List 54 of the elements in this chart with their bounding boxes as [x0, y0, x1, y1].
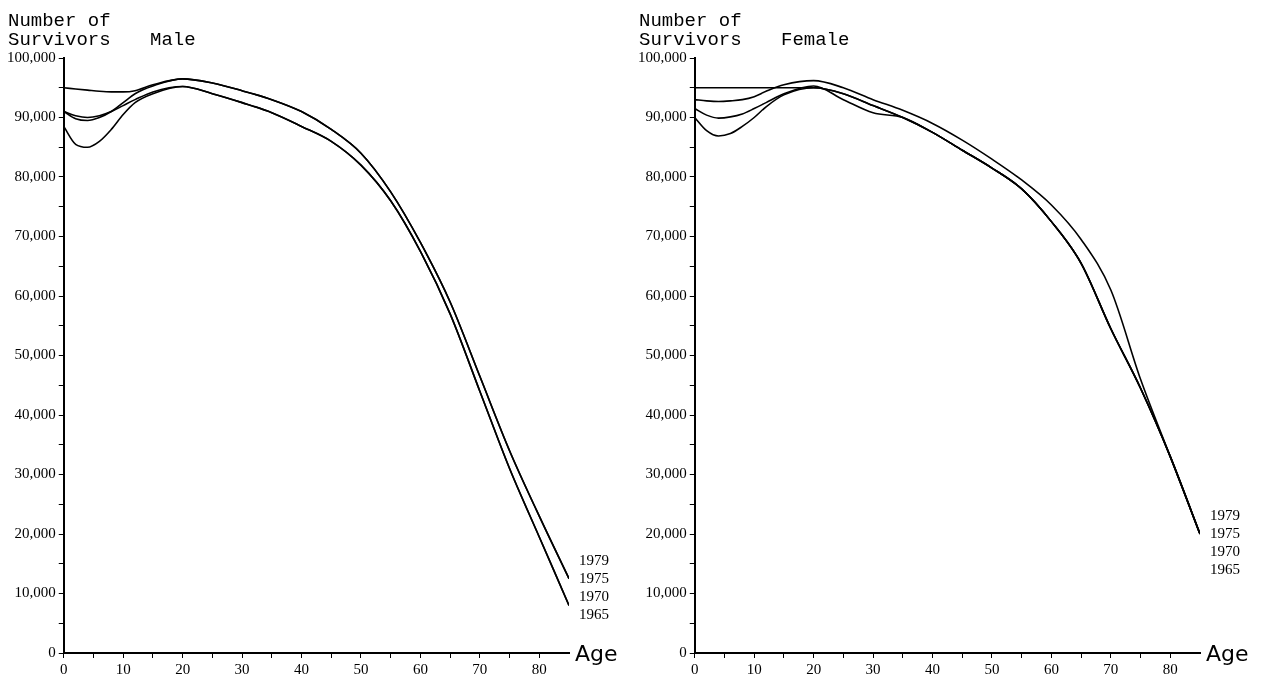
y-tick-label: 20,000	[645, 524, 687, 541]
x-tick-label: 0	[60, 660, 68, 677]
x-tick-label: 20	[175, 660, 191, 677]
x-tick-label: 50	[353, 660, 369, 677]
y-tick-label: 20,000	[14, 524, 56, 541]
x-tick-label: 10	[746, 660, 762, 677]
y-tick-label: 90,000	[645, 108, 687, 125]
y-tick-label: 90,000	[14, 108, 56, 125]
x-tick-label: 60	[1043, 660, 1059, 677]
x-axis-title: Age	[575, 641, 618, 666]
x-tick-label: 40	[294, 660, 310, 677]
x-tick-label: 40	[925, 660, 941, 677]
x-tick-label: 0	[691, 660, 699, 677]
series-label: 1975	[579, 569, 609, 586]
x-axis-title: Age	[1206, 641, 1249, 666]
series-label: 1970	[579, 587, 609, 604]
x-tick-label: 80	[531, 660, 547, 677]
series-label: 1970	[1210, 543, 1240, 559]
series-label: 1979	[1210, 507, 1240, 523]
y-tick-label: 80,000	[645, 167, 687, 184]
y-tick-label: 60,000	[14, 286, 56, 303]
series-label: 1965	[1210, 561, 1240, 577]
x-tick-label: 60	[412, 660, 428, 677]
chart-title: Male	[150, 29, 196, 51]
y-tick-label: 100,000	[7, 48, 56, 65]
y-tick-label: 40,000	[645, 405, 687, 422]
chart-title: Female	[781, 29, 850, 51]
x-tick-label: 20	[806, 660, 822, 677]
y-tick-label: 70,000	[645, 227, 687, 244]
y-tick-label: 0	[679, 643, 687, 660]
series-label: 1975	[1210, 525, 1240, 541]
y-tick-label: 30,000	[645, 465, 687, 482]
y-tick-label: 0	[48, 643, 56, 660]
x-tick-label: 70	[472, 660, 488, 677]
y-tick-label: 10,000	[645, 584, 687, 601]
y-tick-label: 100,000	[638, 48, 687, 65]
y-tick-label: 80,000	[14, 167, 56, 184]
series-label: 1965	[579, 605, 609, 622]
y-tick-label: 50,000	[645, 346, 687, 363]
x-tick-label: 50	[984, 660, 1000, 677]
y-axis-title: Number of Survivors	[639, 10, 742, 51]
y-tick-label: 30,000	[14, 465, 56, 482]
x-tick-label: 10	[115, 660, 131, 677]
y-tick-label: 70,000	[14, 227, 56, 244]
x-tick-label: 30	[865, 660, 881, 677]
y-tick-label: 60,000	[645, 286, 687, 303]
y-axis-title: Number of Survivors	[8, 10, 111, 51]
y-tick-label: 50,000	[14, 346, 56, 363]
series-label: 1979	[579, 551, 609, 568]
x-tick-label: 80	[1162, 660, 1178, 677]
x-tick-label: 30	[234, 660, 250, 677]
y-tick-label: 10,000	[14, 584, 56, 601]
y-tick-label: 40,000	[14, 405, 56, 422]
x-tick-label: 70	[1103, 660, 1119, 677]
